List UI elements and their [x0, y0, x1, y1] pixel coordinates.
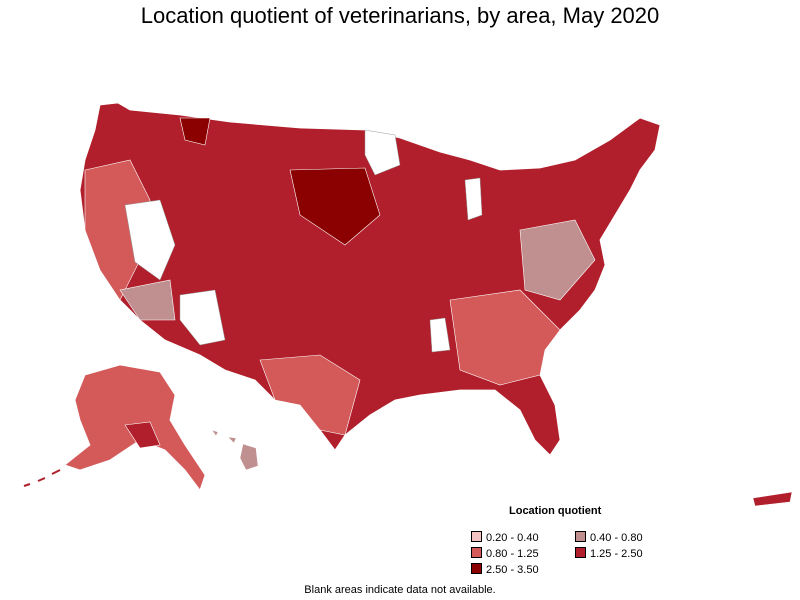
blank-nevada [124, 199, 176, 281]
blank-michigan [464, 177, 483, 221]
blank-mississippi [429, 317, 451, 353]
legend-label: 2.50 - 3.50 [486, 564, 539, 576]
legend-swatch [471, 547, 482, 558]
legend-item-1: 0.40 - 0.80 [575, 531, 643, 544]
region-appalachia [519, 219, 596, 301]
legend-item-3: 1.25 - 2.50 [575, 547, 643, 560]
aleutian-islands [23, 469, 61, 487]
region-southeast [449, 289, 561, 386]
legend-swatch [575, 531, 586, 542]
legend-label: 0.20 - 0.40 [486, 532, 539, 544]
region-montana-high [179, 117, 211, 146]
region-west [84, 159, 151, 301]
alaska-south [124, 421, 161, 449]
blank-arizona [179, 289, 226, 346]
legend-item-0: 0.20 - 0.40 [471, 531, 539, 544]
blank-minnesota [364, 129, 401, 176]
blank-areas-note: Blank areas indicate data not available. [304, 584, 496, 596]
legend-label: 0.80 - 1.25 [486, 548, 539, 560]
legend-item-4: 2.50 - 3.50 [471, 563, 539, 576]
legend-title: Location quotient [509, 505, 602, 517]
choropleth-map [23, 102, 793, 507]
region-great-plains-high [289, 167, 381, 246]
puerto-rico [752, 491, 793, 507]
legend-label: 1.25 - 2.50 [590, 548, 643, 560]
legend-swatch [575, 547, 586, 558]
legend-label: 0.40 - 0.80 [590, 532, 643, 544]
legend-item-2: 0.80 - 1.25 [471, 547, 539, 560]
legend-swatch [471, 563, 482, 574]
region-south-texas [259, 354, 361, 436]
legend: Location quotient 0.20 - 0.40 0.40 - 0.8… [465, 505, 665, 577]
region-southwest-low [119, 279, 176, 321]
map-title: Location quotient of veterinarians, by a… [140, 3, 660, 28]
legend-swatch [471, 531, 482, 542]
hawaii [211, 429, 259, 471]
